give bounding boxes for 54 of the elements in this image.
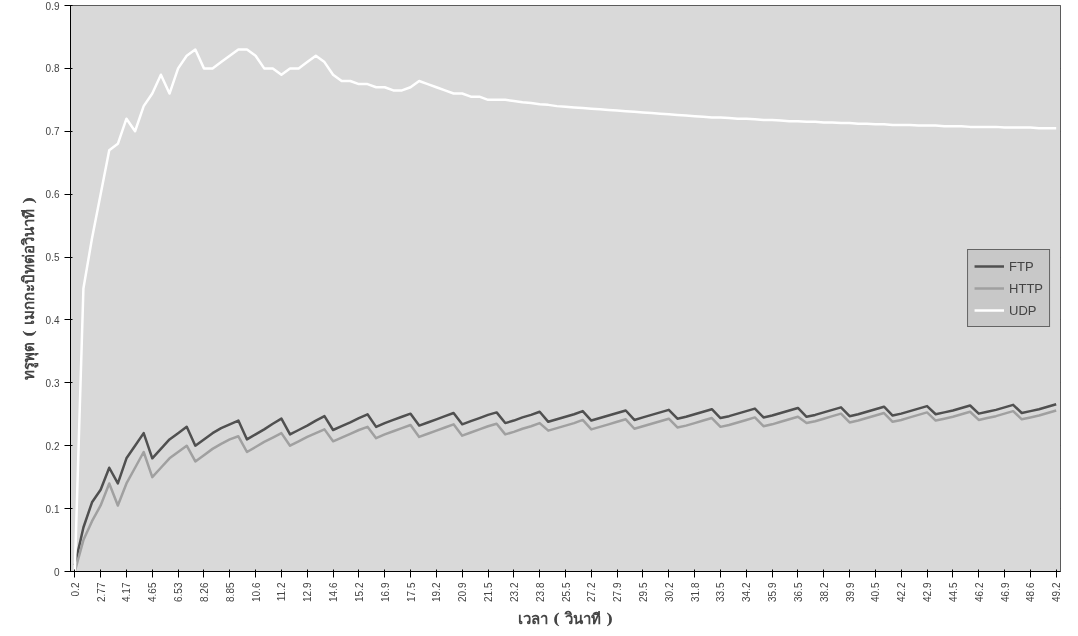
x-tick-label: 42.9 — [922, 582, 934, 602]
x-tick-label: 44.5 — [947, 582, 959, 602]
x-tick-label: 23.8 — [534, 582, 546, 602]
x-tick-label: 39.9 — [844, 582, 856, 602]
y-tick-label: 0 — [53, 566, 60, 578]
x-tick-label: 10.6 — [250, 582, 262, 602]
y-tick-label: 0.4 — [45, 314, 60, 326]
y-tick-label: 0.6 — [45, 189, 60, 201]
x-tick-label: 14.6 — [328, 582, 340, 602]
x-tick-label: 23.2 — [508, 582, 520, 602]
x-tick-label: 21.5 — [483, 582, 495, 602]
x-tick-label: 8.85 — [224, 582, 236, 602]
x-tick-label: 30.2 — [663, 582, 675, 602]
x-tick-label: 34.2 — [741, 582, 753, 602]
x-tick-label: 15.2 — [353, 582, 365, 602]
x-tick-label: 49.2 — [1051, 582, 1063, 602]
x-tick-label: 6.53 — [173, 582, 185, 602]
x-tick-label: 2.77 — [95, 582, 107, 602]
x-tick-label: 42.2 — [896, 582, 908, 602]
x-tick-label: 38.2 — [818, 582, 830, 602]
y-tick-label: 0.9 — [45, 0, 60, 12]
legend-label: HTTP — [1009, 280, 1043, 296]
x-tick-label: 11.2 — [276, 582, 288, 602]
x-tick-label: 0.2 — [69, 582, 81, 597]
x-tick-label: 19.2 — [431, 582, 443, 602]
x-tick-label: 35.9 — [767, 582, 779, 602]
y-tick-label: 0.3 — [45, 377, 60, 389]
x-tick-label: 16.9 — [379, 582, 391, 602]
y-tick-label: 0.8 — [45, 63, 60, 75]
y-tick-label: 0.7 — [45, 126, 60, 138]
x-tick-label: 40.5 — [870, 582, 882, 602]
x-tick-label: 31.8 — [689, 582, 701, 602]
y-tick-label: 0.1 — [45, 503, 60, 515]
x-tick-label: 20.9 — [457, 582, 469, 602]
x-tick-label: 8.26 — [198, 582, 210, 602]
x-tick-label: 46.2 — [973, 582, 985, 602]
x-tick-label: 29.5 — [637, 582, 649, 602]
x-tick-label: 17.5 — [405, 582, 417, 602]
x-tick-label: 4.65 — [147, 582, 159, 602]
x-tick-label: 12.9 — [302, 582, 314, 602]
x-tick-label: 27.9 — [612, 582, 624, 602]
y-tick-label: 0.2 — [45, 440, 60, 452]
legend-label: UDP — [1009, 302, 1037, 318]
x-tick-label: 48.6 — [1025, 582, 1037, 602]
legend-label: FTP — [1009, 258, 1034, 274]
x-tick-label: 33.5 — [715, 582, 727, 602]
y-tick-label: 0.5 — [45, 252, 60, 264]
x-tick-label: 25.5 — [560, 582, 572, 602]
y-axis-title: ทรูพุต ( เมกกะบิทต่อวินาที ) — [19, 196, 39, 381]
x-tick-label: 36.5 — [792, 582, 804, 602]
x-tick-label: 4.17 — [121, 582, 133, 602]
x-tick-label: 46.9 — [999, 582, 1011, 602]
x-axis-title: เวลา ( วินาที ) — [517, 609, 614, 628]
x-tick-label: 27.2 — [586, 582, 598, 602]
